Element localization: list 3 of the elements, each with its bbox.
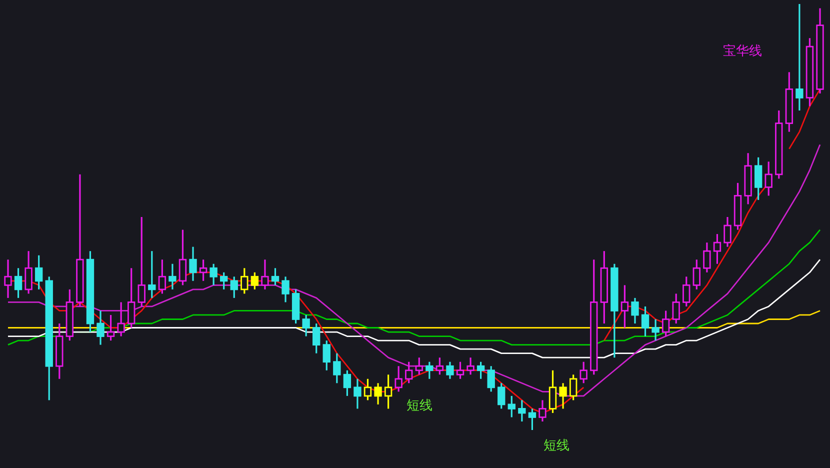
annotation: 短线	[544, 438, 570, 454]
annotation: 短线	[406, 398, 433, 414]
title: 宝华线	[723, 44, 762, 59]
